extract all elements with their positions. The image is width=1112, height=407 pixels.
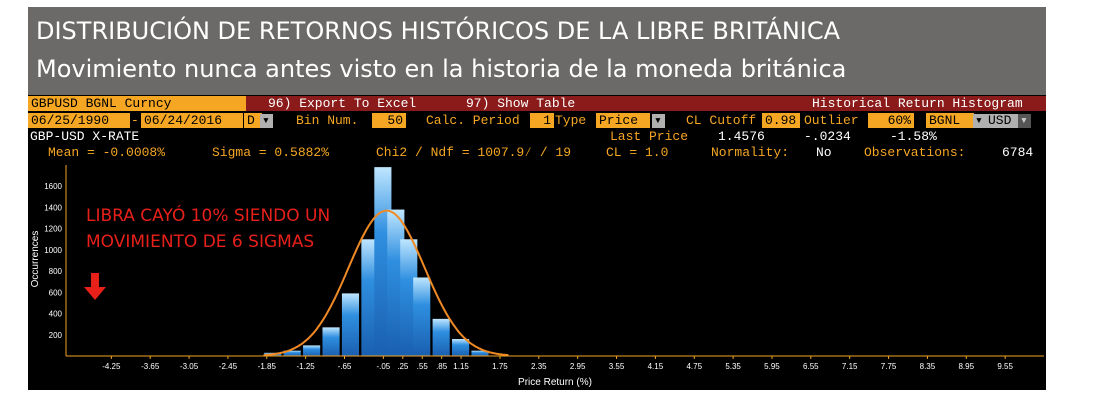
x-tick-label: 4.15 <box>648 362 664 371</box>
currency-dropdown-icon[interactable]: ▾ <box>1018 114 1031 128</box>
cl-stat: CL = 1.0 <box>606 145 669 160</box>
calc-period-label: Calc. Period <box>426 113 520 128</box>
cutoff-field[interactable]: 0.98 <box>762 113 800 128</box>
x-tick-label: 9.55 <box>997 362 1013 371</box>
end-date-field[interactable]: 06/24/2016 <box>141 113 243 128</box>
histogram-bar <box>303 345 321 356</box>
histogram-bar <box>361 239 379 356</box>
x-tick-label: 1.15 <box>453 362 469 371</box>
histogram-bar <box>471 350 489 356</box>
change-value: -.0234 <box>804 129 851 144</box>
bin-label: Bin Num. <box>296 113 359 128</box>
type-label: Type <box>555 113 587 128</box>
observations-label: Observations: <box>864 145 966 160</box>
histogram-bar <box>432 318 450 356</box>
y-tick-label: 1000 <box>44 246 62 255</box>
histogram-bar <box>413 277 431 356</box>
panel-title: Historical Return Histogram <box>812 96 1023 111</box>
outlier-field[interactable]: 60% <box>868 113 914 128</box>
y-tick-label: 600 <box>49 288 63 297</box>
banner-subtitle: Movimiento nunca antes visto en la histo… <box>36 55 847 83</box>
annotation: LIBRA CAYÓ 10% SIENDO UN MOVIMIENTO DE 6… <box>86 203 330 255</box>
x-tick-label: 1.75 <box>492 362 508 371</box>
bin-field[interactable]: 50 <box>372 113 406 128</box>
calc-period-field[interactable]: 1 <box>530 113 554 128</box>
x-tick-label: -2.45 <box>219 362 238 371</box>
x-tick-label: 2.95 <box>570 362 586 371</box>
normality-value: No <box>816 145 832 160</box>
x-tick-label: 3.55 <box>609 362 625 371</box>
date-separator: - <box>131 113 139 128</box>
security-name: GBP-USD X-RATE <box>30 129 140 144</box>
annotation-line-1: LIBRA CAYÓ 10% SIENDO UN <box>86 206 331 226</box>
outlier-label: Outlier <box>804 113 859 128</box>
stats-row: Mean = -0.0008% Sigma = 0.5882% Chi2 / N… <box>28 145 1046 161</box>
histogram-bar <box>322 327 340 356</box>
source-field[interactable]: BGNL <box>926 113 974 128</box>
start-date-field[interactable]: 06/25/1990 <box>28 113 130 128</box>
y-tick-label: 1200 <box>44 225 62 234</box>
toolbar-row: GBPUSD BGNL Curncy 96) Export To Excel 9… <box>28 96 1046 112</box>
type-dropdown-icon[interactable]: ▾ <box>652 114 665 128</box>
x-tick-label: -1.85 <box>258 362 277 371</box>
x-tick-label: 5.35 <box>725 362 741 371</box>
currency-field[interactable]: USD <box>986 114 1018 128</box>
x-tick-label: -.05 <box>376 362 390 371</box>
period-dropdown-icon[interactable]: ▾ <box>260 114 273 128</box>
normal-fit-curve <box>263 209 509 357</box>
params-row: 06/25/1990 - 06/24/2016 D ▾ Bin Num. 50 … <box>28 113 1046 129</box>
y-tick-label: 1400 <box>44 203 62 212</box>
cutoff-label: CL Cutoff <box>686 113 757 128</box>
x-tick-label: 8.35 <box>920 362 936 371</box>
security-row: GBP-USD X-RATE Last Price 1.4576 -.0234 … <box>28 129 1046 145</box>
down-arrow-icon <box>84 273 106 300</box>
x-tick-label: 7.75 <box>881 362 897 371</box>
x-tick-label: -.65 <box>338 362 352 371</box>
source-dropdown-icon[interactable]: ▾ <box>973 114 986 128</box>
y-tick-label: 200 <box>49 331 63 340</box>
histogram-bar <box>283 350 301 356</box>
sigma-stat: Sigma = 0.5882% <box>212 145 330 160</box>
x-tick-label: 6.55 <box>803 362 819 371</box>
ticker-field[interactable]: GBPUSD BGNL Curncy <box>28 96 246 111</box>
banner-title: DISTRIBUCIÓN DE RETORNOS HISTÓRICOS DE L… <box>36 17 841 45</box>
histogram-bar <box>387 209 405 356</box>
slide-banner: DISTRIBUCIÓN DE RETORNOS HISTÓRICOS DE L… <box>28 7 1046 95</box>
x-tick-label: .55 <box>417 362 429 371</box>
change-pct-value: -1.58% <box>890 129 937 144</box>
chi2-stat: Chi2 / Ndf = 1007.9⁄ / 19 <box>376 145 572 160</box>
bloomberg-terminal-panel: GBPUSD BGNL Curncy 96) Export To Excel 9… <box>28 95 1046 390</box>
x-tick-label: -1.25 <box>297 362 316 371</box>
mean-stat: Mean = -0.0008% <box>48 145 166 160</box>
x-tick-label: 2.35 <box>531 362 547 371</box>
x-tick-label: -3.65 <box>141 362 160 371</box>
histogram-chart: Occurrences Price Return (%) 200 400 600 80… <box>30 165 1044 388</box>
y-axis-label: Occurrences <box>30 231 41 288</box>
x-tick-label: 7.15 <box>842 362 858 371</box>
export-excel-button[interactable]: 96) Export To Excel <box>268 96 417 111</box>
x-tick-label: -4.25 <box>102 362 121 371</box>
annotation-line-2: MOVIMIENTO DE 6 SIGMAS <box>86 232 315 252</box>
type-field[interactable]: Price <box>596 113 650 128</box>
last-price-value: 1.4576 <box>718 129 765 144</box>
x-tick-label: -3.05 <box>180 362 199 371</box>
show-table-button[interactable]: 97) Show Table <box>466 96 576 111</box>
histogram-bar <box>400 239 418 356</box>
x-tick-label: .85 <box>436 362 448 371</box>
observations-value: 6784 <box>1002 145 1034 160</box>
x-axis-label: Price Return (%) <box>518 377 592 388</box>
y-tick-label: 1600 <box>44 182 62 191</box>
toolbar-bar <box>246 96 1046 111</box>
y-tick-label: 400 <box>49 310 63 319</box>
x-tick-label: 8.95 <box>958 362 974 371</box>
y-tick-label: 800 <box>49 267 63 276</box>
histogram-bar <box>452 339 470 356</box>
x-tick-label: 4.75 <box>686 362 702 371</box>
histogram-bar <box>341 293 360 356</box>
normality-label: Normality: <box>711 145 790 160</box>
period-field[interactable]: D <box>244 113 262 128</box>
x-tick-label: .25 <box>397 362 409 371</box>
x-tick-label: 5.95 <box>764 362 780 371</box>
last-price-label: Last Price <box>610 129 689 144</box>
